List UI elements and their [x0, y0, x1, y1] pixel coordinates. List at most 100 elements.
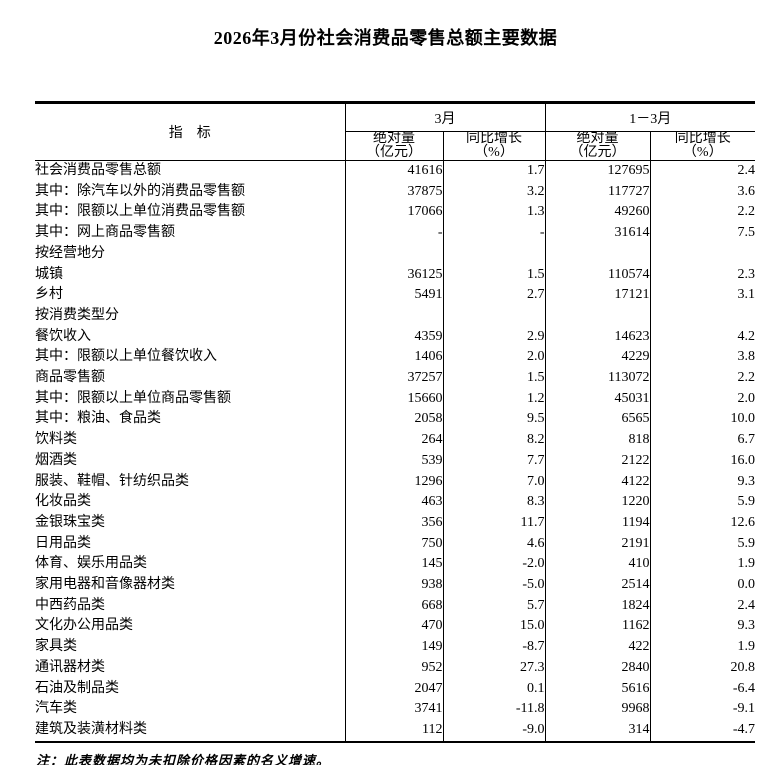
month-growth-cell: 3.2: [442, 181, 545, 203]
cumulative-absolute-cell: 818: [544, 430, 650, 451]
month-absolute-cell: [344, 243, 443, 265]
cumulative-absolute-cell: 31614: [544, 223, 650, 244]
month-absolute-cell: 36125: [344, 264, 443, 286]
cumulative-growth-cell: 16.0: [649, 450, 755, 472]
table-body: 社会消费品零售总额 41616 1.7 127695 2.4 其中：除汽车以外的消费品零售…: [35, 160, 755, 742]
month-absolute-cell: 37875: [344, 181, 443, 203]
cumulative-growth-cell: [649, 243, 755, 265]
month-absolute-cell: 356: [344, 512, 443, 534]
table-row: 体育、娱乐用品类 145 -2.0 410 1.9: [35, 554, 755, 576]
month-absolute-cell: 539: [344, 450, 443, 472]
table-row: 其中：网上商品零售额 - -31614 7.5: [35, 223, 755, 244]
table-row: 石油及制品类 2047 0.1 5616 -6.4: [35, 678, 755, 700]
header-line2: （亿元）: [366, 145, 422, 160]
table-row: 通讯器材类 952 27.3 2840 20.8: [35, 657, 755, 679]
row-label: 文化办公用品类: [35, 618, 133, 634]
column-header-month-absolute: 绝对量 （亿元）: [344, 131, 443, 161]
month-absolute-cell: 37257: [344, 368, 443, 389]
row-label: 其中：限额以上单位商品零售额: [35, 390, 231, 406]
month-growth-cell: -5.0: [442, 575, 545, 596]
table-row: 日用品类 750 4.6 2191 5.9: [35, 533, 755, 555]
cumulative-growth-cell: -6.4: [649, 678, 755, 700]
header-line2: （%）: [682, 145, 723, 160]
row-label: 服装、鞋帽、针纺织品类: [35, 473, 189, 489]
cumulative-growth-cell: 2.2: [649, 202, 755, 224]
month-absolute-cell: 750: [344, 533, 443, 555]
cumulative-growth-cell: 5.9: [649, 492, 755, 513]
cumulative-growth-cell: 2.2: [649, 368, 755, 389]
row-label: 中西药品类: [35, 597, 105, 613]
footnote: 注：此表数据均为未扣除价格因素的名义增速。: [36, 752, 331, 765]
month-absolute-cell: 15660: [344, 388, 443, 410]
month-growth-cell: -: [442, 223, 545, 244]
month-absolute-cell: 470: [344, 616, 443, 638]
row-label: 体育、娱乐用品类: [35, 556, 147, 572]
header-row-measures: 绝对量 （亿元） 同比增长 （%） 绝对量 （亿元） 同比增长 （%）: [35, 131, 755, 161]
column-header-cumulative-absolute: 绝对量 （亿元）: [544, 131, 650, 161]
cumulative-absolute-cell: 2122: [544, 450, 650, 472]
month-growth-cell: -2.0: [442, 554, 545, 576]
page-title: 2026年3月份社会消费品零售总额主要数据: [213, 28, 558, 48]
month-growth-cell: 7.7: [442, 450, 545, 472]
cumulative-growth-cell: 3.8: [649, 347, 755, 369]
month-absolute-cell: 264: [344, 430, 443, 451]
table-row: 金银珠宝类 356 11.7 1194 12.6: [35, 512, 755, 534]
table-row: 家具类 149 -8.7 422 1.9: [35, 637, 755, 658]
cumulative-growth-cell: 1.9: [649, 637, 755, 658]
cumulative-absolute-cell: [544, 243, 650, 265]
row-label: 其中：网上商品零售额: [35, 225, 175, 241]
row-label: 社会消费品零售总额: [35, 163, 161, 178]
row-label: 其中：除汽车以外的消费品零售额: [35, 183, 245, 199]
row-label: 其中：限额以上单位消费品零售额: [35, 204, 245, 220]
header-line1: 同比增长: [674, 131, 731, 146]
cumulative-absolute-cell: 410: [544, 554, 650, 576]
cumulative-absolute-cell: 1162: [544, 616, 650, 638]
table-row: 按消费类型分: [35, 305, 755, 327]
column-group-cumulative: 1－3月: [544, 102, 755, 132]
cumulative-growth-cell: 2.3: [649, 264, 755, 286]
month-absolute-cell: 668: [344, 595, 443, 617]
cumulative-absolute-cell: 127695: [544, 160, 650, 182]
month-absolute-cell: 41616: [344, 160, 443, 182]
table-row: 家用电器和音像器材类 938 -5.0 2514 0.0: [35, 575, 755, 596]
month-growth-cell: [442, 305, 545, 327]
row-label: 餐饮收入: [35, 328, 91, 344]
cumulative-growth-cell: 9.3: [649, 471, 755, 493]
table-row: 餐饮收入 4359 2.9 14623 4.2: [35, 326, 755, 348]
month-absolute-cell: 149: [344, 637, 443, 658]
table-row: 化妆品类 463 8.3 1220 5.9: [35, 492, 755, 513]
cumulative-growth-cell: [649, 305, 755, 327]
cumulative-growth-cell: 2.4: [649, 160, 755, 182]
cumulative-absolute-cell: 2514: [544, 575, 650, 596]
month-absolute-cell: 938: [344, 575, 443, 596]
cumulative-absolute-cell: 422: [544, 637, 650, 658]
month-absolute-cell: 463: [344, 492, 443, 513]
cumulative-growth-cell: 4.2: [649, 326, 755, 348]
cumulative-growth-cell: 3.1: [649, 285, 755, 306]
table-row: 其中：限额以上单位餐饮收入 1406 2.0 4229 3.8: [35, 347, 755, 369]
cumulative-growth-cell: 10.0: [649, 409, 755, 431]
table-row: 按经营地分: [35, 243, 755, 265]
row-label: 汽车类: [35, 701, 77, 717]
cumulative-absolute-cell: 45031: [544, 388, 650, 410]
cumulative-absolute-cell: 6565: [544, 409, 650, 431]
cumulative-absolute-cell: 49260: [544, 202, 650, 224]
month-growth-cell: 2.9: [442, 326, 545, 348]
month-growth-cell: 1.5: [442, 264, 545, 286]
table-row: 建筑及装潢材料类 112 -9.0 314 -4.7: [35, 719, 755, 742]
header-line1: 绝对量: [373, 131, 415, 146]
cumulative-growth-cell: 6.7: [649, 430, 755, 451]
row-label: 日用品类: [35, 535, 91, 551]
month-growth-cell: 9.5: [442, 409, 545, 431]
month-growth-cell: 8.3: [442, 492, 545, 513]
table-row: 其中：限额以上单位消费品零售额 17066 1.3 49260 2.2: [35, 202, 755, 224]
month-growth-cell: 1.3: [442, 202, 545, 224]
month-absolute-cell: 112: [344, 719, 443, 742]
table-row: 汽车类 3741 -11.8 9968 -9.1: [35, 699, 755, 720]
month-growth-cell: 4.6: [442, 533, 545, 555]
month-absolute-cell: 3741: [344, 699, 443, 720]
row-label: 其中：粮油、食品类: [35, 411, 161, 427]
table-row: 烟酒类 539 7.7 2122 16.0: [35, 450, 755, 472]
cumulative-absolute-cell: 4122: [544, 471, 650, 493]
